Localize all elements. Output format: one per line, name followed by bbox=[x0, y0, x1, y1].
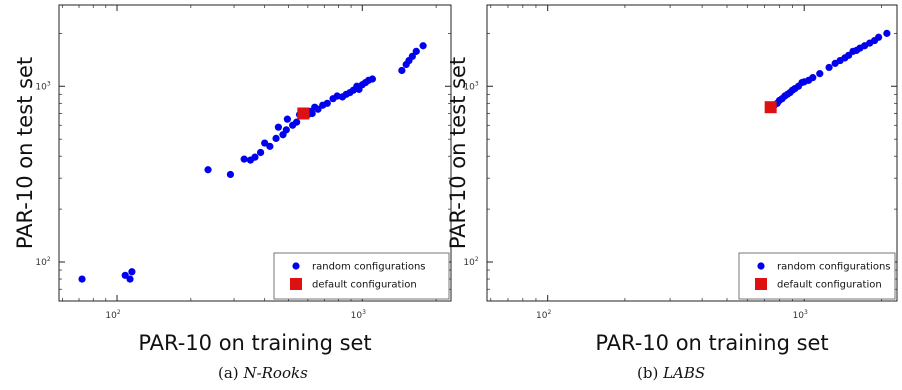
legend-dot-icon bbox=[292, 262, 300, 270]
random-config-point bbox=[809, 74, 817, 82]
minor-ticks bbox=[59, 5, 451, 301]
legend-label: random configurations bbox=[312, 262, 426, 273]
data-points bbox=[764, 29, 891, 114]
random-config-point bbox=[251, 153, 259, 161]
legend-box bbox=[273, 252, 450, 300]
legend: random configurations default configurati… bbox=[273, 252, 450, 300]
random-config-point bbox=[266, 142, 274, 150]
y-tick-label: 102 bbox=[35, 256, 50, 268]
legend-dot-icon bbox=[757, 262, 765, 270]
random-config-point bbox=[825, 63, 833, 72]
random-config-point bbox=[875, 33, 883, 41]
caption-a-prefix: (a) bbox=[218, 364, 239, 382]
random-config-point bbox=[368, 75, 377, 83]
random-config-point bbox=[398, 66, 406, 75]
y-tick-label: 103 bbox=[35, 80, 50, 92]
caption-a: (a) N-Rooks bbox=[218, 364, 308, 382]
legend-label: default configuration bbox=[777, 280, 882, 291]
caption-b-prefix: (b) bbox=[637, 364, 659, 382]
random-config-point bbox=[282, 126, 290, 134]
random-config-point bbox=[283, 115, 291, 123]
random-config-point bbox=[314, 105, 322, 113]
x-tick-label: 103 bbox=[793, 309, 808, 321]
random-config-point bbox=[272, 134, 280, 143]
default-config-point bbox=[764, 101, 777, 114]
y-axis-title: PAR-10 on test set bbox=[13, 57, 37, 249]
y-axis-title: PAR-10 on test set bbox=[446, 57, 470, 249]
random-config-point bbox=[128, 268, 136, 276]
data-points bbox=[78, 42, 427, 283]
legend-label: random configurations bbox=[777, 262, 891, 273]
plot-frame bbox=[58, 4, 452, 302]
random-config-point bbox=[419, 42, 427, 50]
x-tick-label: 102 bbox=[536, 309, 551, 321]
caption-b-name: LABS bbox=[663, 364, 706, 382]
random-config-point bbox=[240, 155, 248, 163]
legend-square-icon bbox=[290, 278, 302, 290]
random-config-point bbox=[816, 70, 824, 78]
x-tick-label: 102 bbox=[105, 309, 120, 321]
random-config-point bbox=[226, 170, 235, 179]
random-config-point bbox=[274, 123, 283, 131]
plot-frame bbox=[486, 4, 898, 302]
random-config-point bbox=[204, 166, 212, 174]
random-config-point bbox=[126, 275, 134, 283]
random-config-point bbox=[323, 99, 331, 107]
random-config-point bbox=[261, 139, 269, 147]
random-config-point bbox=[308, 109, 316, 118]
legend-box bbox=[738, 252, 896, 300]
y-tick-label: 102 bbox=[463, 256, 478, 268]
legend-label: default configuration bbox=[312, 280, 417, 291]
random-config-point bbox=[412, 47, 420, 55]
x-tick-label: 103 bbox=[351, 309, 366, 321]
random-config-point bbox=[78, 275, 86, 283]
random-config-point bbox=[257, 148, 265, 157]
legend-square-icon bbox=[755, 278, 767, 290]
caption-a-name: N-Rooks bbox=[243, 364, 308, 382]
minor-ticks bbox=[487, 5, 897, 301]
default-config-point bbox=[297, 107, 310, 120]
chart-panel-0: 102 103 102 103 PAR-10 on training set PAR-10… bbox=[13, 4, 452, 355]
legend: random configurations default configurati… bbox=[738, 252, 896, 300]
random-config-point bbox=[408, 52, 416, 60]
random-config-point bbox=[293, 118, 301, 126]
x-axis-title: PAR-10 on training set bbox=[138, 331, 371, 355]
random-config-point bbox=[883, 29, 891, 37]
caption-b: (b) LABS bbox=[637, 364, 705, 382]
x-axis-title: PAR-10 on training set bbox=[595, 331, 828, 355]
